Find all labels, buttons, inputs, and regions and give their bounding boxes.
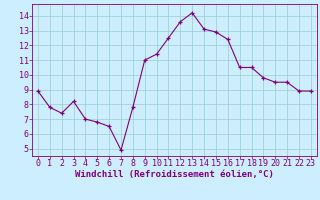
X-axis label: Windchill (Refroidissement éolien,°C): Windchill (Refroidissement éolien,°C): [75, 170, 274, 179]
